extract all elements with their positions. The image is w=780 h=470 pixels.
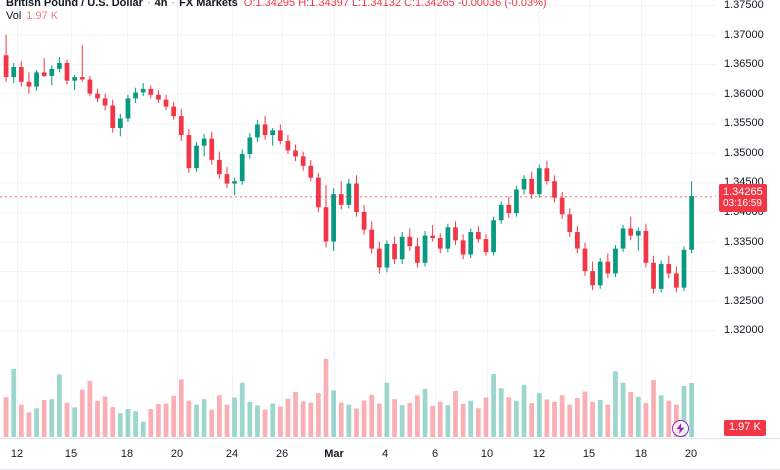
lightning-bolt-glyph xyxy=(676,423,685,434)
time-tick: 18 xyxy=(120,448,134,460)
price-axis[interactable]: 1.37500 1.37000 1.36500 1.36000 1.35500 1.350… xyxy=(716,0,780,438)
bar-countdown: 03:16:59 xyxy=(723,197,762,209)
chart-plot-area[interactable] xyxy=(0,0,716,438)
time-axis[interactable]: 12 15 18 20 24 26 Mar 4 6 10 12 15 18 20 xyxy=(0,438,780,470)
time-tick: 26 xyxy=(275,448,289,460)
price-tick: 1.35500 xyxy=(724,117,764,130)
current-price-value: 1.34265 xyxy=(723,185,763,198)
price-tick: 1.37500 xyxy=(724,0,764,11)
time-tick: 10 xyxy=(480,448,494,460)
price-tick: 1.36000 xyxy=(724,87,764,100)
time-tick: 12 xyxy=(532,448,546,460)
time-tick: 20 xyxy=(170,448,184,460)
price-tick: 1.36500 xyxy=(724,58,764,71)
time-tick: 20 xyxy=(684,448,698,460)
lightning-bolt-icon[interactable] xyxy=(672,420,689,437)
candlestick-series xyxy=(3,34,694,437)
time-tick: 12 xyxy=(10,448,24,460)
current-price-badge: 1.34265 03:16:59 xyxy=(719,183,767,212)
time-tick: 18 xyxy=(634,448,648,460)
price-tick: 1.32500 xyxy=(724,294,764,307)
price-line-overlay xyxy=(0,196,716,198)
volume-badge: 1.97 K xyxy=(724,420,766,436)
price-tick: 1.32000 xyxy=(724,324,764,337)
time-tick: 24 xyxy=(225,448,239,460)
time-tick: 15 xyxy=(64,448,78,460)
price-tick: 1.35000 xyxy=(724,146,764,159)
time-tick: 6 xyxy=(431,448,439,460)
price-tick: 1.37000 xyxy=(724,28,764,41)
chart-gridlines xyxy=(0,0,716,438)
price-tick: 1.33000 xyxy=(724,265,764,278)
time-tick: 15 xyxy=(582,448,596,460)
time-tick: Mar xyxy=(324,448,344,460)
price-tick: 1.33500 xyxy=(724,235,764,248)
time-tick: 4 xyxy=(381,448,389,460)
